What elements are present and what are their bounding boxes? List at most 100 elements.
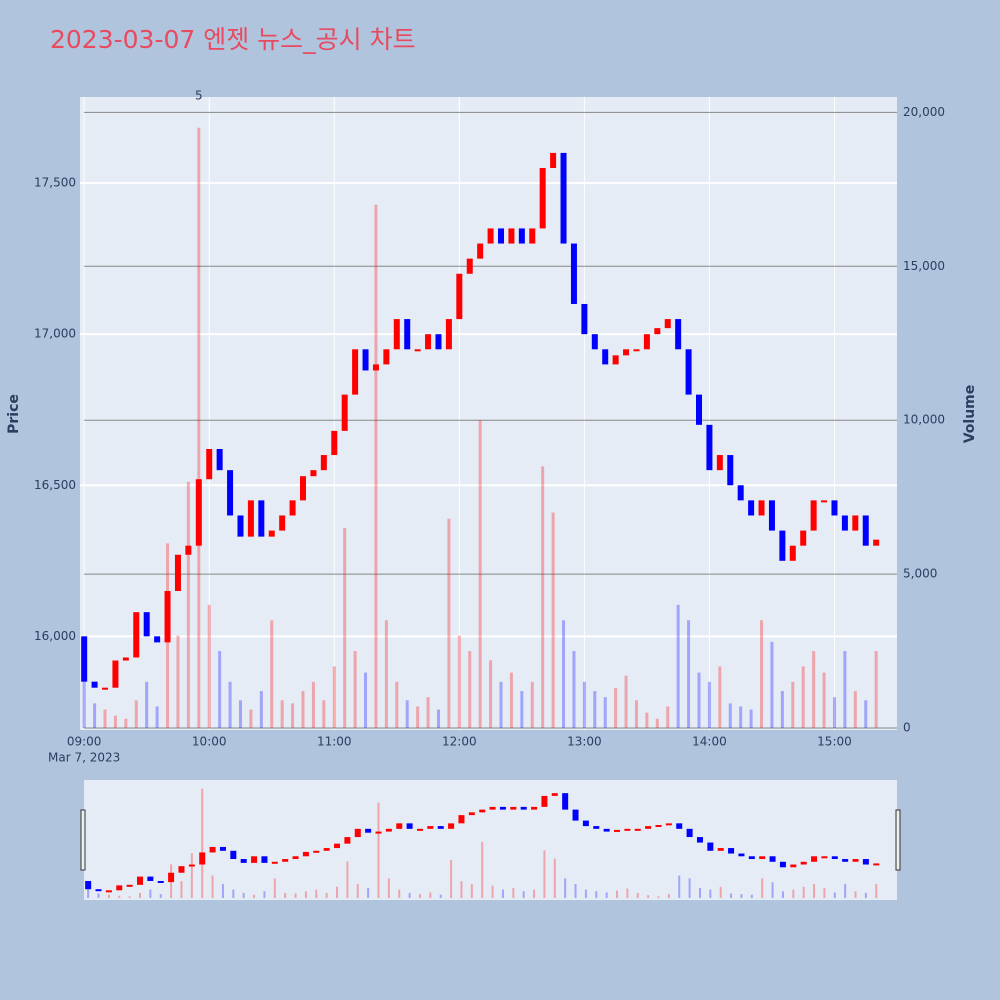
mini-volume-bar (512, 887, 515, 898)
x-tick-label: 13:00 (567, 735, 602, 749)
mini-candle (406, 823, 413, 829)
volume-bar (270, 620, 274, 728)
mini-candle (136, 876, 143, 885)
mini-candle (800, 861, 807, 865)
mini-volume-bar (781, 891, 784, 898)
mini-candle (499, 806, 506, 810)
volume-bar (113, 715, 117, 728)
volume-bar (666, 706, 670, 728)
candle (873, 539, 880, 546)
mini-candle (178, 866, 185, 873)
mini-volume-bar (211, 875, 214, 898)
mini-volume-bar (698, 887, 701, 898)
volume-bar (624, 675, 628, 728)
y2-tick-label: 15,000 (903, 259, 945, 273)
mini-volume-bar (450, 859, 453, 898)
mini-candle (375, 831, 382, 834)
candle (393, 319, 400, 350)
mini-candle (365, 828, 372, 833)
volume-bar (676, 604, 680, 728)
mini-candle (831, 856, 838, 860)
candle (487, 228, 494, 244)
mini-candle (271, 861, 278, 864)
volume-bar (812, 651, 816, 728)
mini-volume-bar (138, 892, 141, 898)
mini-volume-bar (429, 892, 432, 898)
volume-bar (520, 691, 524, 728)
candle (539, 168, 546, 229)
mini-candle (665, 823, 672, 826)
mini-candle (655, 824, 662, 827)
volume-bar (207, 604, 211, 728)
volume-bar (374, 204, 378, 729)
mini-candle (686, 828, 693, 838)
volume-bar (593, 691, 597, 728)
mini-candle (562, 793, 569, 810)
mini-candle (396, 823, 403, 829)
mini-candle (313, 850, 320, 853)
mini-volume-bar (180, 881, 183, 898)
volume-bar (322, 700, 326, 728)
slider-handle[interactable] (895, 809, 901, 871)
mini-candle (344, 837, 351, 844)
volume-bar (478, 420, 482, 728)
range-slider[interactable] (84, 780, 897, 900)
mini-volume-bar (221, 883, 224, 898)
mini-candle (748, 856, 755, 860)
candle (831, 500, 838, 516)
mini-candle (769, 856, 776, 862)
candle (664, 319, 671, 329)
candle (748, 500, 755, 516)
candle (508, 228, 515, 244)
mini-volume-bar (315, 889, 318, 898)
candle (581, 303, 588, 335)
mini-candle (230, 850, 237, 860)
y-axis-title: Price (6, 394, 22, 434)
mini-volume-bar (802, 886, 805, 898)
volume-bar (843, 651, 847, 728)
mini-candle (842, 859, 849, 862)
mini-volume-bar (439, 894, 442, 898)
x-tick-label: 11:00 (317, 735, 352, 749)
volume-bar (145, 681, 149, 728)
mini-candle (593, 826, 600, 829)
mini-candle (85, 880, 92, 890)
mini-candle (811, 856, 818, 862)
candle (675, 319, 682, 350)
mini-volume-bar (771, 882, 774, 898)
volume-bar (791, 681, 795, 728)
mini-volume-bar (325, 892, 328, 898)
candle (456, 273, 463, 320)
volume-bar (395, 681, 399, 728)
mini-volume-bar (647, 895, 650, 898)
mini-candle (614, 829, 621, 832)
candle (643, 334, 650, 350)
mini-volume-bar (418, 894, 421, 898)
mini-candle (531, 806, 538, 810)
candle (602, 349, 609, 365)
volume-bar (853, 691, 857, 728)
mini-volume-bar (294, 893, 297, 898)
mini-volume-bar (201, 788, 204, 898)
candle (310, 470, 317, 477)
mini-volume-bar (253, 894, 256, 898)
annotation: 5 (195, 89, 203, 103)
volume-bar (447, 518, 451, 728)
candle (518, 228, 525, 244)
mini-volume-bar (813, 883, 816, 898)
candle (821, 500, 828, 503)
mini-volume-bar (522, 891, 525, 898)
mini-volume-bar (688, 878, 691, 898)
volume-bar (541, 466, 545, 728)
candle (716, 455, 723, 471)
mini-volume-bar (367, 887, 370, 898)
volume-bar (749, 709, 753, 728)
volume-bar (801, 666, 805, 728)
mini-volume-bar (97, 893, 100, 898)
slider-handle[interactable] (80, 809, 86, 871)
mini-volume-bar (553, 858, 556, 898)
candle (696, 394, 703, 425)
mini-candle (157, 880, 164, 883)
mini-candle (728, 848, 735, 854)
volume-bar (405, 700, 409, 728)
